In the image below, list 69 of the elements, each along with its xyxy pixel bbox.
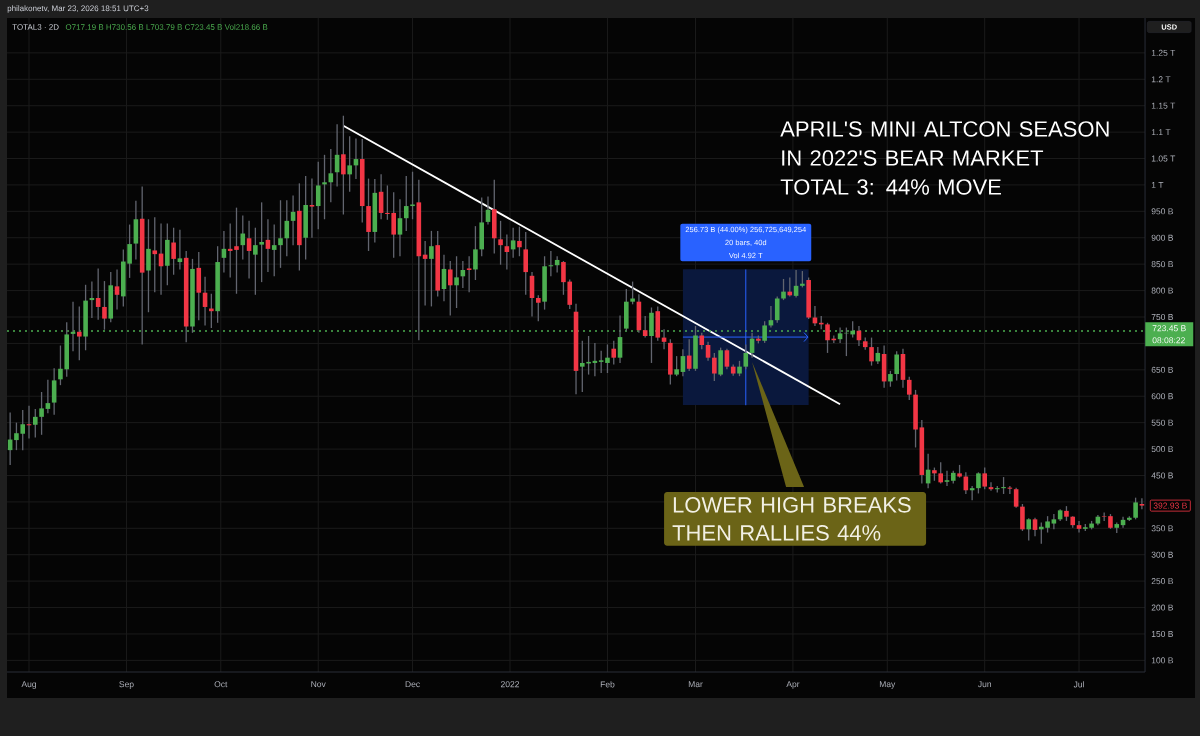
x-tick-label: Dec [405,681,420,688]
annotation: O717.19 B H730.56 B L703.79 B C723.45 B Vol218.66 B [65,24,268,30]
x-tick-label: 2022 [500,681,520,688]
candlestick [498,220,503,266]
candlestick [410,171,415,220]
candlestick [630,280,635,305]
x-tick-label: Sep [119,681,134,689]
x-tick-label: Jun [978,681,992,688]
candlestick [253,227,258,296]
annotation: LOWER HIGH BREAKS THEN RALLIES 44% [672,497,911,541]
annotation: TOTAL3 · 2D [12,24,59,30]
candlestick [598,350,604,374]
y-tick-label: 950 B [1151,208,1173,215]
y-tick-label: 1 T [1151,182,1164,188]
candlestick [32,408,38,439]
y-tick-label: 650 B [1151,366,1173,373]
x-tick-label: Oct [214,681,228,688]
y-tick-label: 1.1 T [1151,129,1171,136]
x-tick-label: May [879,681,896,689]
candlestick [466,255,472,293]
y-tick-label: 850 B [1151,261,1173,268]
text: philakonetv, Mar 23, 2026 18:51 UTC+3 [7,5,149,13]
y-tick-label: 450 B [1151,472,1173,479]
y-tick-label: 200 B [1151,604,1173,611]
y-tick-label: 500 B [1151,446,1173,453]
candlestick [944,470,950,487]
y-tick-label: 1.15 T [1151,102,1176,109]
y-tick-label: 1.05 T [1151,155,1176,162]
candlestick [517,226,522,257]
candlestick [77,305,82,361]
x-tick-label: Mar [688,681,703,688]
x-tick-label: Aug [21,681,37,689]
candlestick [1076,520,1082,534]
candlestick [271,223,277,277]
x-tick-label: Feb [600,681,615,688]
y-tick-label: 900 B [1151,234,1173,241]
candlestick [309,177,315,239]
y-tick-label: 350 B [1151,525,1173,532]
y-tick-label: 250 B [1151,578,1173,585]
candlestick [536,294,541,322]
y-tick-label: 100 B [1151,657,1173,664]
candlestick [347,135,352,193]
candlestick [152,216,158,293]
y-tick-label: 600 B [1151,393,1173,400]
annotation: 392.93 B [1153,502,1187,509]
y-tick-label: 550 B [1151,419,1173,426]
candlestick [605,343,610,374]
text: 08:08:22 [1152,337,1185,344]
x-tick-label: Jul [1073,681,1084,688]
y-tick-label: 150 B [1151,630,1173,637]
y-tick-label: 750 B [1151,313,1173,320]
candlestick [1139,497,1145,510]
text: TOTAL 3: 44% MOVE [780,179,1001,195]
candlestick [278,199,283,269]
candlestick [403,175,409,232]
x-tick-label: Apr [786,681,800,689]
candlestick [674,355,679,377]
y-tick-label: 1.2 T [1151,76,1171,83]
y-tick-label: 800 B [1151,287,1173,294]
candlestick [580,340,585,393]
candlestick [322,154,327,220]
x-tick-label: Nov [311,681,326,688]
candlestick [177,229,183,271]
ref-line-label: 723.45 B [1152,325,1186,332]
text: APRIL'S MINI ALTCON SEASON IN 2022'S BEAR MARKET [780,121,1109,166]
candlestick [259,201,264,283]
candlestick [1051,513,1057,531]
y-tick-label: 300 B [1151,551,1173,558]
y-tick-label: 1.25 T [1151,49,1176,56]
